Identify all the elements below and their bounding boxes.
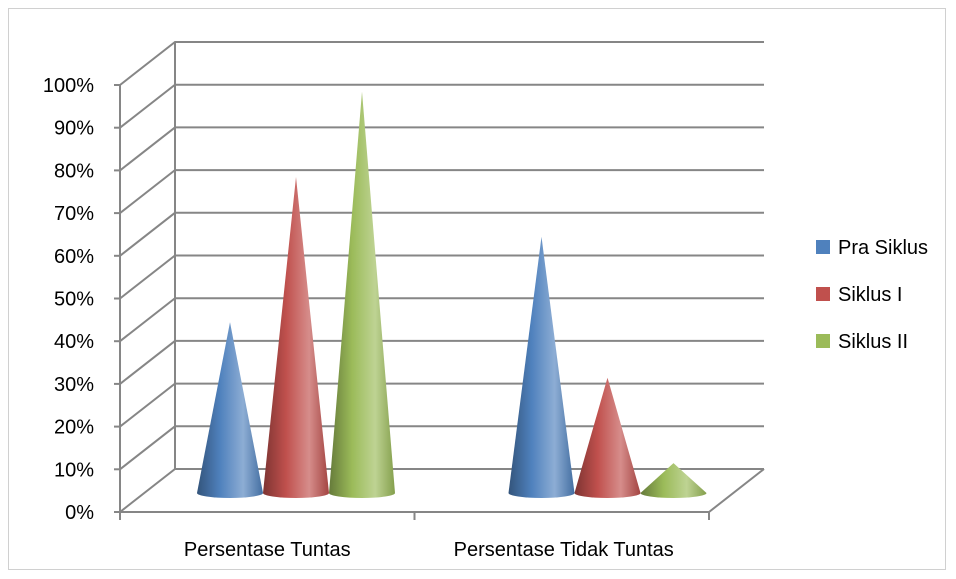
x-category-label: Persentase Tidak Tuntas	[454, 539, 674, 561]
chart-frame	[8, 8, 946, 570]
y-tick-label: 0%	[65, 502, 94, 524]
legend-item: Siklus II	[816, 331, 908, 353]
y-tick-label: 70%	[54, 203, 94, 225]
y-tick-label: 30%	[54, 374, 94, 396]
y-tick-label: 10%	[54, 459, 94, 481]
cones	[197, 91, 707, 499]
legend-item: Pra Siklus	[816, 237, 928, 259]
cone-siklus-i-1	[574, 377, 641, 498]
x-axis-categories: Persentase Tuntas Persentase Tidak Tuntas	[184, 539, 674, 561]
gridline	[119, 254, 764, 300]
y-tick-label: 50%	[54, 289, 94, 311]
legend: Pra Siklus Siklus I Siklus II	[816, 237, 928, 353]
gridline	[119, 41, 764, 86]
cone-siklus-ii-0	[329, 91, 395, 499]
x-category-label: Persentase Tuntas	[184, 539, 351, 561]
y-axis-ticks: 0% 10% 20% 30% 40% 50% 60% 70% 80% 90% 100%	[43, 75, 94, 524]
cone-pra-siklus-1	[508, 236, 575, 499]
legend-label: Pra Siklus	[838, 237, 928, 259]
y-tick-label: 40%	[54, 331, 94, 353]
y-tick-label: 60%	[54, 246, 94, 268]
gridline	[119, 126, 764, 172]
y-tick-label: 80%	[54, 160, 94, 182]
legend-item: Siklus I	[816, 284, 902, 306]
gridline	[119, 297, 764, 342]
gridlines	[114, 41, 765, 520]
y-tick-label: 20%	[54, 417, 94, 439]
gridline	[119, 169, 764, 214]
cone-siklus-i-0	[263, 177, 329, 498]
legend-swatch	[816, 240, 830, 254]
cone-siklus-ii-1	[640, 463, 707, 498]
legend-label: Siklus II	[838, 331, 908, 353]
y-tick-label: 90%	[54, 118, 94, 140]
gridline	[119, 211, 764, 257]
gridline	[119, 339, 764, 385]
cone-pra-siklus-0	[197, 322, 263, 498]
legend-label: Siklus I	[838, 284, 902, 306]
y-tick-label: 100%	[43, 75, 94, 97]
legend-swatch	[816, 334, 830, 348]
legend-swatch	[816, 287, 830, 301]
gridline	[119, 83, 764, 129]
